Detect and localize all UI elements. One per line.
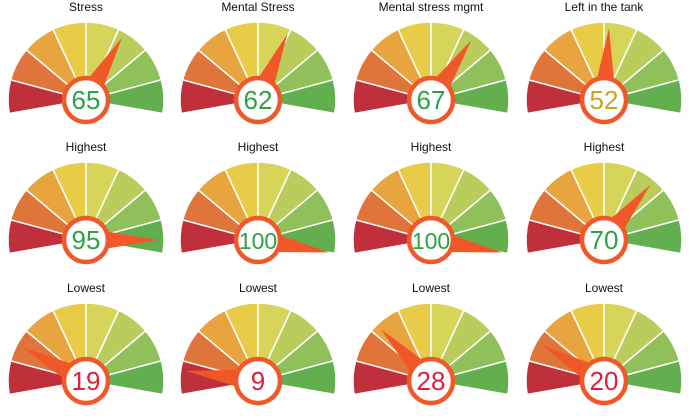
gauge-value: 28 — [417, 366, 446, 396]
gauge-card: Lowest 19 — [0, 281, 172, 420]
gauge-dial: 65 — [7, 21, 165, 125]
gauge-center-ring — [406, 75, 456, 125]
gauge-title: Highest — [65, 140, 107, 154]
gauge-dial: 67 — [352, 21, 510, 125]
gauge-title: Lowest — [238, 281, 278, 295]
gauge-dial: 20 — [525, 302, 683, 406]
gauge-card: Highest 100 — [345, 140, 517, 279]
gauge-card: Lowest 28 — [345, 281, 517, 420]
gauge-value: 52 — [590, 85, 619, 115]
gauge-value: 95 — [72, 225, 101, 255]
gauge-center-ring — [406, 356, 456, 406]
gauge-dial: 70 — [525, 161, 683, 265]
gauge-title: Stress — [68, 0, 103, 14]
gauge-card: Mental stress mgmt 67 — [345, 0, 517, 139]
gauge-value: 20 — [590, 366, 619, 396]
gauge-value: 67 — [417, 85, 446, 115]
gauge-card: Left in the tank 52 — [518, 0, 690, 139]
gauge-card: Highest 95 — [0, 140, 172, 279]
gauge-value: 70 — [590, 225, 619, 255]
gauge-title: Lowest — [411, 281, 451, 295]
gauge-card: Mental Stress 62 — [172, 0, 344, 139]
gauge-center-ring — [579, 356, 629, 406]
gauge-center-ring — [61, 356, 111, 406]
gauge-center-ring — [579, 75, 629, 125]
gauge-card: Stress 65 — [0, 0, 172, 139]
gauge-dial: 100 — [179, 161, 337, 265]
gauge-dial: 28 — [352, 302, 510, 406]
gauge-value: 19 — [72, 366, 101, 396]
gauge-value: 100 — [412, 228, 450, 254]
gauge-title: Lowest — [66, 281, 106, 295]
gauge-center-ring — [233, 356, 283, 406]
gauge-center-ring — [61, 215, 111, 265]
gauge-title: Highest — [583, 140, 625, 154]
gauge-title: Mental Stress — [221, 0, 295, 14]
gauge-card: Lowest 20 — [518, 281, 690, 420]
gauge-value: 9 — [251, 366, 265, 396]
gauge-card: Lowest 9 — [172, 281, 344, 420]
gauge-title: Highest — [410, 140, 452, 154]
gauge-card: Highest 70 — [518, 140, 690, 279]
gauge-center-ring — [61, 75, 111, 125]
gauge-dial: 9 — [179, 302, 337, 406]
gauge-center-ring — [579, 215, 629, 265]
gauge-center-ring — [233, 215, 283, 265]
gauge-title: Mental stress mgmt — [378, 0, 484, 14]
gauge-dial: 19 — [7, 302, 165, 406]
gauge-dial: 95 — [7, 161, 165, 265]
gauge-value: 62 — [244, 85, 273, 115]
gauge-dial: 100 — [352, 161, 510, 265]
gauge-center-ring — [406, 215, 456, 265]
gauge-title: Left in the tank — [564, 0, 644, 14]
gauge-value: 65 — [72, 85, 101, 115]
gauge-card: Highest 100 — [172, 140, 344, 279]
gauge-value: 100 — [239, 228, 277, 254]
gauge-title: Lowest — [584, 281, 624, 295]
gauge-dial: 62 — [179, 21, 337, 125]
gauge-center-ring — [233, 75, 283, 125]
gauge-title: Highest — [237, 140, 279, 154]
gauge-dial: 52 — [525, 21, 683, 125]
